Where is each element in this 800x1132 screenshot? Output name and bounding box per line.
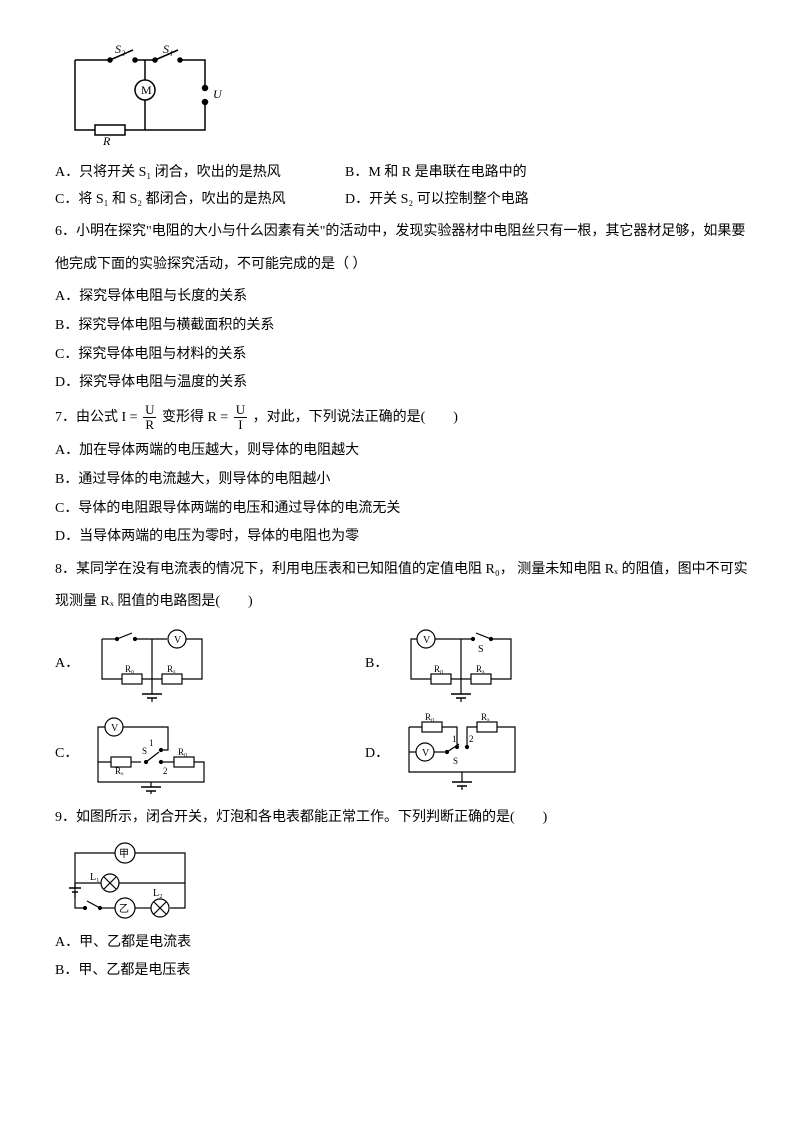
svg-text:Rₓ: Rₓ xyxy=(167,664,176,674)
svg-text:L₂: L₂ xyxy=(153,888,163,899)
q7-frac2: U I xyxy=(234,403,247,433)
q7-stem: 7．由公式 I = U R 变形得 R = U I ，对此，下列说法正确的是( … xyxy=(55,403,750,433)
q6-opt-d: D．探究导体电阻与温度的关系 xyxy=(55,370,750,397)
q8-option-a: A． V Rₓ R₀ xyxy=(55,624,335,704)
q5-opt-c: C．将 S₁ 和 S₂ 都闭合，吹出的是热风 xyxy=(55,187,305,214)
svg-text:Rₓ: Rₓ xyxy=(115,766,124,776)
q7-stem-mid: 变形得 R = xyxy=(162,410,228,425)
q7-stem-pre: 7．由公式 I = xyxy=(55,410,138,425)
q5-circuit-diagram: S₂ S₁ M U R xyxy=(55,40,750,150)
q9-opt-b: B．甲、乙都是电压表 xyxy=(55,958,750,985)
q8-circuit-c: V Rₓ 1 2 S R₀ xyxy=(86,712,216,797)
q5-opt-d: D．开关 S₂ 可以控制整个电路 xyxy=(345,187,595,214)
svg-text:1: 1 xyxy=(452,734,457,744)
q5-options-ab: A．只将开关 S₁ 闭合，吹出的是热风 B．M 和 R 是串联在电路中的 xyxy=(55,160,750,187)
label-s1: S₁ xyxy=(163,42,173,56)
q8-option-d: D． R₀ Rₓ V 1 2 S xyxy=(365,712,645,797)
svg-text:R₀: R₀ xyxy=(434,664,443,674)
q8-lbl-a: A． xyxy=(55,651,79,678)
svg-text:L₁: L₁ xyxy=(90,872,100,883)
q8-circuit-b: V R₀ Rₓ S xyxy=(396,624,526,704)
svg-text:R₀: R₀ xyxy=(178,747,187,757)
svg-text:Rₓ: Rₓ xyxy=(481,712,490,722)
svg-text:S: S xyxy=(142,746,147,756)
q5-options-cd: C．将 S₁ 和 S₂ 都闭合，吹出的是热风 D．开关 S₂ 可以控制整个电路 xyxy=(55,187,750,214)
svg-text:V: V xyxy=(423,635,431,646)
q8-stem-line2: 现测量 Rₓ 阻值的电路图是( ) xyxy=(55,589,750,616)
q8-option-b: B． V R₀ Rₓ S xyxy=(365,624,645,704)
label-r: R xyxy=(102,134,111,148)
svg-text:V: V xyxy=(111,723,119,734)
q7-opt-d: D．当导体两端的电压为零时，导体的电阻也为零 xyxy=(55,524,750,551)
q6-opt-b: B．探究导体电阻与横截面积的关系 xyxy=(55,313,750,340)
q7-frac1: U R xyxy=(143,403,156,433)
q6-opt-c: C．探究导体电阻与材料的关系 xyxy=(55,342,750,369)
q7-stem-post: ，对此，下列说法正确的是( ) xyxy=(253,410,458,425)
q5-opt-a: A．只将开关 S₁ 闭合，吹出的是热风 xyxy=(55,160,305,187)
q6-stem-line1: 6．小明在探究"电阻的大小与什么因素有关"的活动中，发现实验器材中电阻丝只有一根… xyxy=(55,219,750,246)
svg-text:R₀: R₀ xyxy=(425,712,434,722)
label-u: U xyxy=(213,87,223,101)
svg-text:2: 2 xyxy=(469,734,474,744)
label-m: M xyxy=(141,83,152,97)
svg-text:S: S xyxy=(453,756,458,766)
q8-lbl-b: B． xyxy=(365,651,388,678)
label-s2: S₂ xyxy=(115,42,125,56)
q7-opt-a: A．加在导体两端的电压越大，则导体的电阻越大 xyxy=(55,438,750,465)
q8-lbl-c: C． xyxy=(55,741,78,768)
svg-text:2: 2 xyxy=(163,766,168,776)
svg-text:R₀: R₀ xyxy=(125,664,134,674)
q8-circuit-a: V Rₓ R₀ xyxy=(87,624,217,704)
q9-circuit-diagram: 甲 L₁ L₂ 乙 xyxy=(55,838,750,928)
q7-opt-c: C．导体的电阻跟导体两端的电压和通过导体的电流无关 xyxy=(55,496,750,523)
q5-opt-b: B．M 和 R 是串联在电路中的 xyxy=(345,160,595,187)
q9-opt-a: A．甲、乙都是电流表 xyxy=(55,930,750,957)
svg-text:S: S xyxy=(478,644,484,655)
q8-lbl-d: D． xyxy=(365,741,389,768)
svg-text:V: V xyxy=(174,635,182,646)
q9-stem: 9．如图所示，闭合开关，灯泡和各电表都能正常工作。下列判断正确的是( ) xyxy=(55,805,750,832)
svg-text:1: 1 xyxy=(149,738,154,748)
svg-text:乙: 乙 xyxy=(119,903,129,915)
q6-opt-a: A．探究导体电阻与长度的关系 xyxy=(55,284,750,311)
q8-circuit-d: R₀ Rₓ V 1 2 S xyxy=(397,712,527,797)
svg-text:Rₓ: Rₓ xyxy=(476,664,485,674)
svg-text:甲: 甲 xyxy=(119,849,129,860)
q7-opt-b: B．通过导体的电流越大，则导体的电阻越小 xyxy=(55,467,750,494)
svg-text:V: V xyxy=(422,748,430,759)
q6-stem-line2: 他完成下面的实验探究活动，不可能完成的是（ ） xyxy=(55,252,750,279)
q8-option-c: C． V Rₓ 1 2 S R₀ xyxy=(55,712,335,797)
q8-stem-line1: 8．某同学在没有电流表的情况下，利用电压表和已知阻值的定值电阻 R₀， 测量未知… xyxy=(55,557,750,584)
